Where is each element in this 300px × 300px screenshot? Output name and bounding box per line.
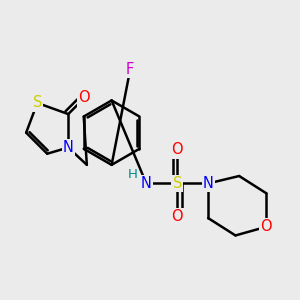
Text: O: O [261, 219, 272, 234]
Text: O: O [171, 209, 183, 224]
Text: N: N [63, 140, 74, 155]
Text: S: S [172, 176, 182, 191]
Text: N: N [141, 176, 152, 191]
Text: O: O [171, 142, 183, 158]
Text: F: F [126, 62, 134, 77]
Text: S: S [33, 95, 42, 110]
Text: H: H [128, 168, 138, 181]
Text: O: O [79, 91, 90, 106]
Text: N: N [203, 176, 214, 191]
